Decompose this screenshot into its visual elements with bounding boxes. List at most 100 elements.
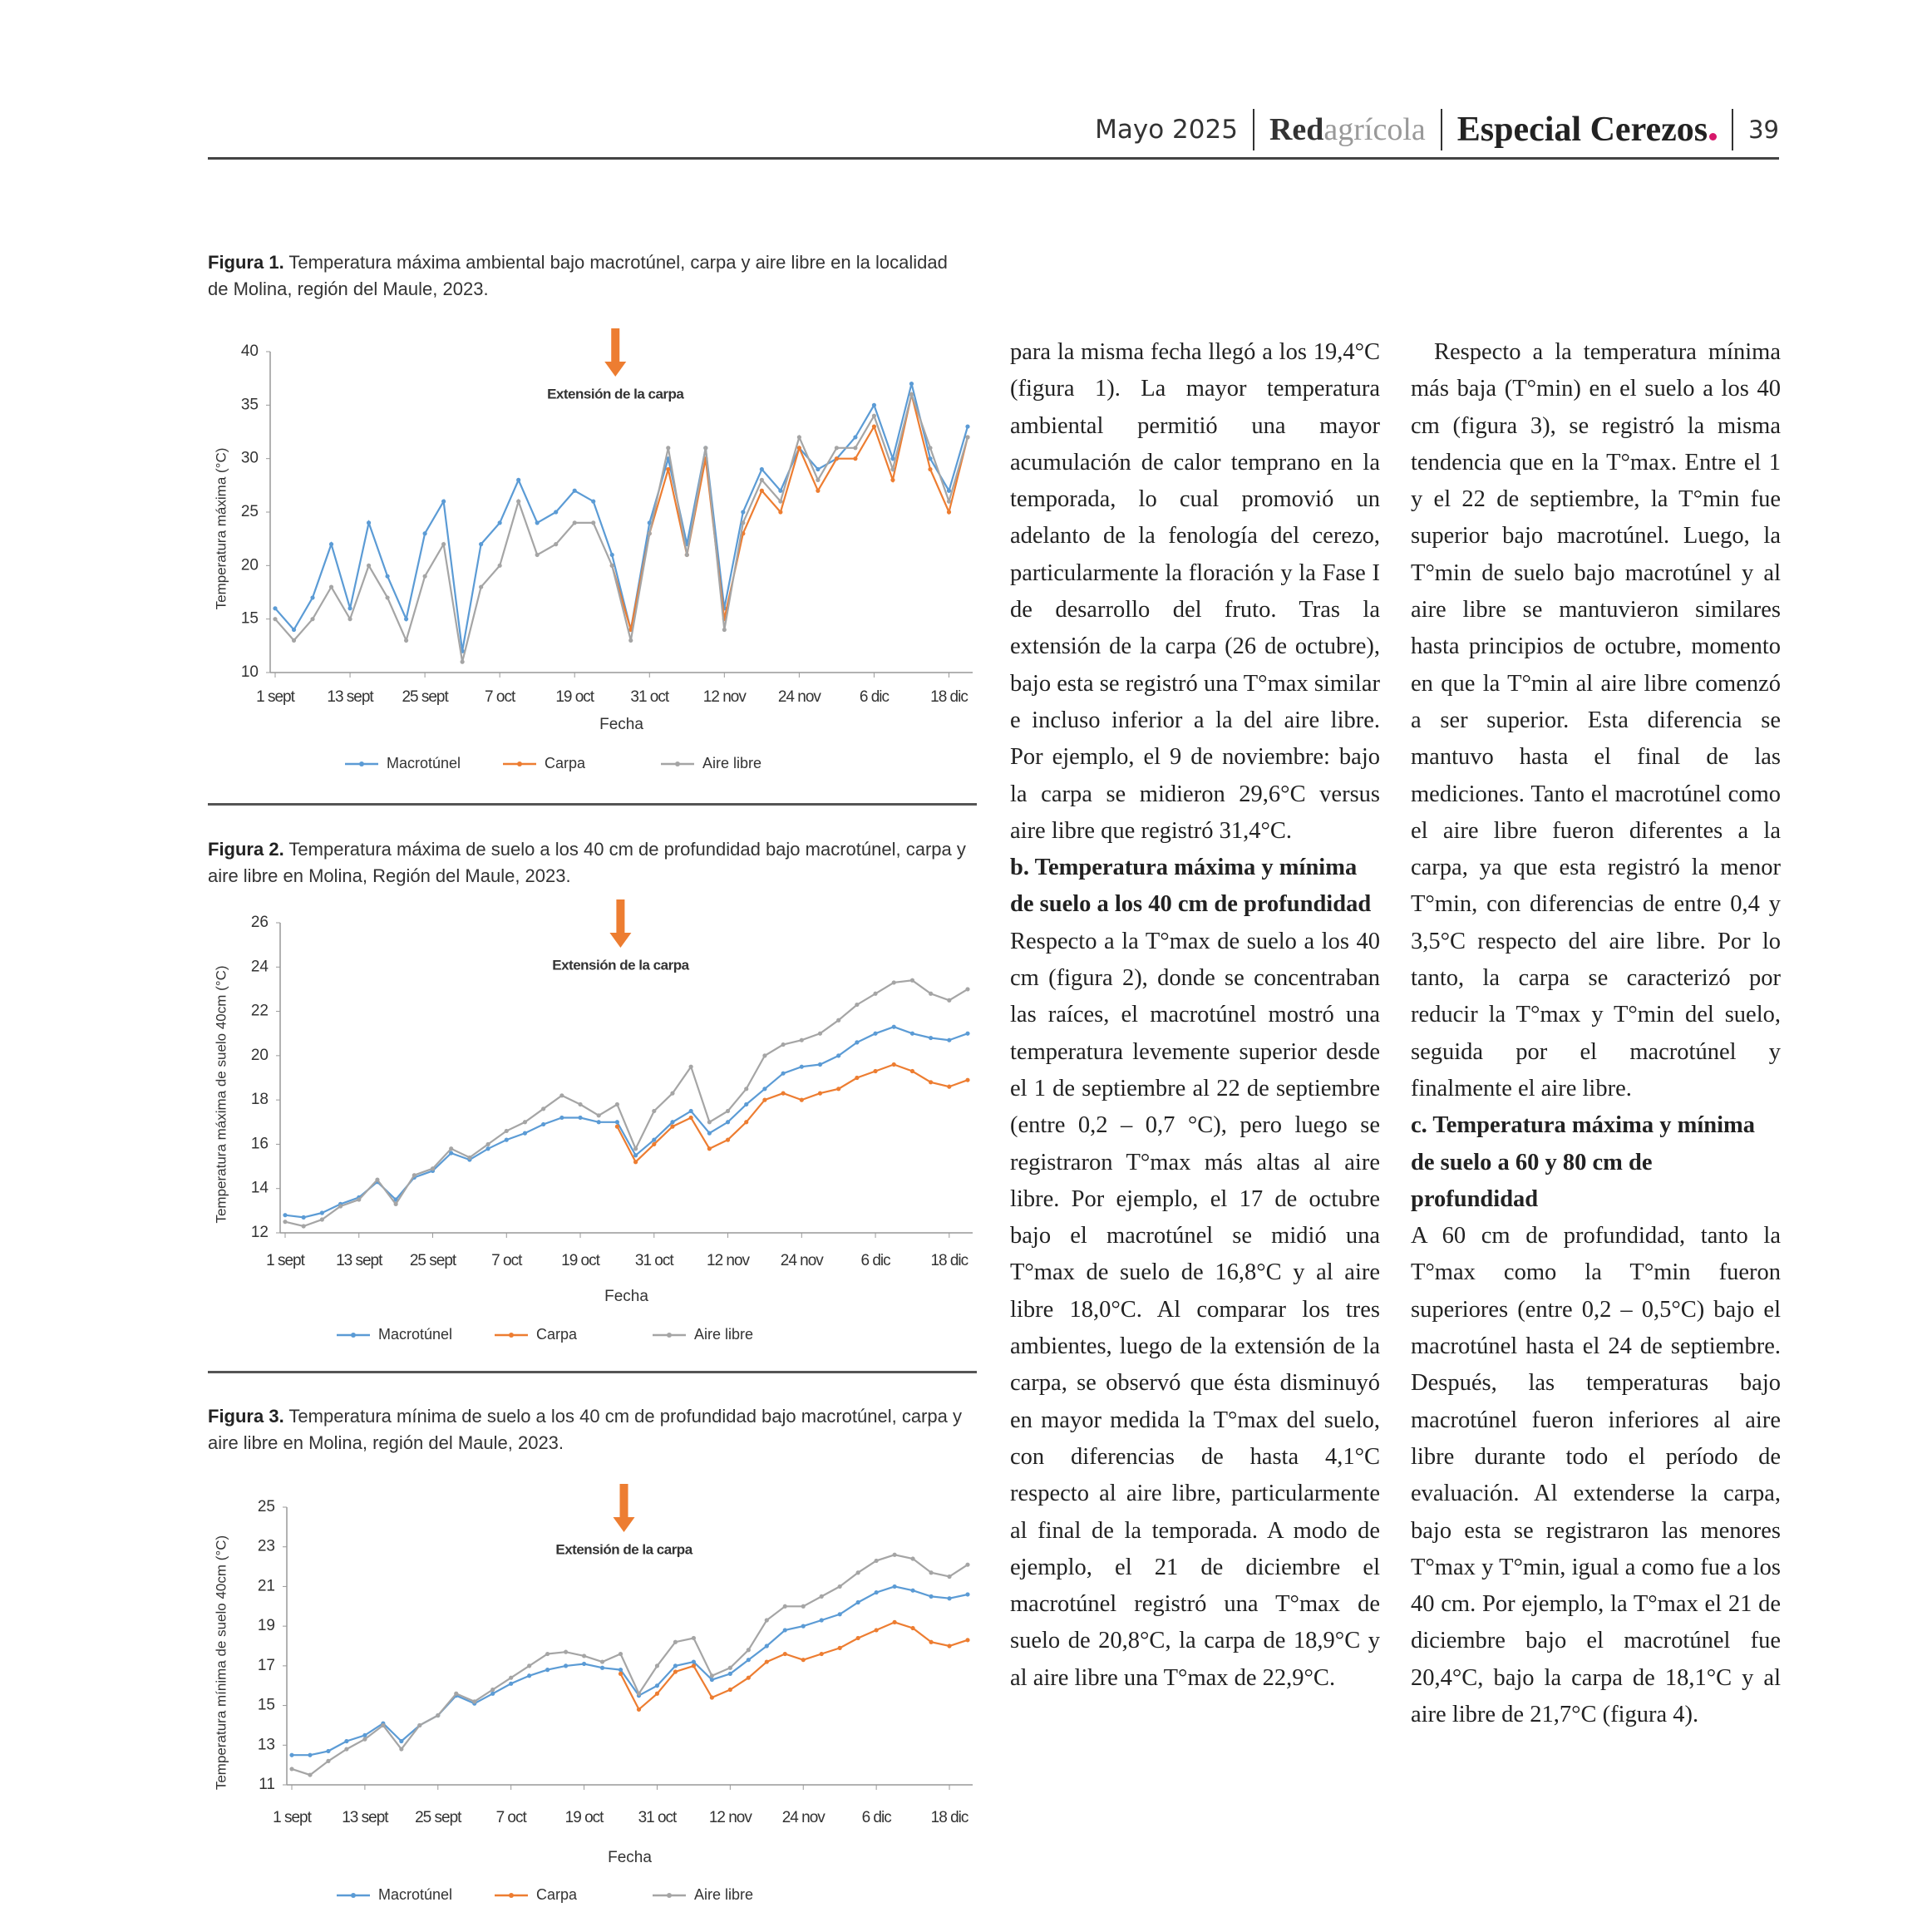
- x-tick-label: 18 dic: [930, 688, 968, 706]
- data-point: [319, 1217, 324, 1222]
- data-point: [764, 1659, 769, 1664]
- y-tick-label: 23: [258, 1538, 275, 1555]
- annotation-arrow: [616, 899, 625, 934]
- annotation: Extensión de la carpa: [552, 957, 689, 973]
- data-point: [527, 1663, 532, 1668]
- legend-marker: [517, 761, 522, 766]
- y-tick-label: 21: [258, 1577, 275, 1594]
- legend-label: Aire libre: [694, 1326, 753, 1343]
- data-point: [628, 638, 633, 643]
- data-point: [289, 1767, 294, 1772]
- y-axis-title: Temperatura mínima de suelo 40cm (°C): [213, 1535, 229, 1790]
- chart: 10 15 20 25 30 35 40 1 sept 13 sept 25 sept 7 oct 1…: [213, 328, 973, 771]
- data-point: [782, 1604, 787, 1609]
- data-point: [412, 1173, 416, 1178]
- annotation-arrow: [613, 1517, 635, 1532]
- x-tick-label: 12 nov: [703, 688, 747, 706]
- data-point: [744, 1087, 749, 1092]
- data-point: [509, 1681, 514, 1686]
- data-point: [688, 1108, 693, 1114]
- data-point: [909, 1031, 915, 1036]
- data-point: [873, 1068, 878, 1074]
- y-tick-label: 15: [258, 1697, 275, 1714]
- data-point: [633, 1146, 638, 1151]
- x-tick-label: 7 oct: [496, 1809, 528, 1826]
- legend-marker: [667, 1333, 672, 1338]
- data-point: [891, 980, 896, 985]
- data-point: [816, 488, 821, 493]
- data-point: [910, 1556, 915, 1561]
- data-point: [816, 466, 821, 472]
- data-point: [652, 1137, 657, 1142]
- x-tick-label: 31 oct: [638, 1809, 678, 1826]
- legend-marker: [351, 1333, 356, 1338]
- x-tick-label: 7 oct: [485, 688, 516, 706]
- data-point: [965, 424, 970, 429]
- data-point: [504, 1137, 509, 1142]
- data-point: [837, 1584, 842, 1589]
- data-point: [436, 1713, 441, 1718]
- data-point: [670, 1124, 675, 1129]
- data-point: [965, 987, 970, 992]
- data-point: [399, 1747, 404, 1752]
- legend-label: Aire libre: [694, 1886, 753, 1903]
- header-rule: [208, 157, 1779, 160]
- data-point: [928, 456, 933, 461]
- data-point: [778, 499, 783, 504]
- x-tick-label: 25 sept: [415, 1809, 462, 1826]
- annotation: Extensión de la carpa: [555, 1541, 692, 1557]
- data-point: [762, 1097, 767, 1102]
- data-point: [328, 584, 334, 589]
- data-point: [362, 1732, 367, 1737]
- data-point: [891, 1024, 896, 1029]
- legend-label: Macrotúnel: [378, 1326, 452, 1343]
- data-point: [609, 552, 614, 558]
- data-point: [485, 1146, 490, 1151]
- data-point: [485, 1141, 490, 1147]
- data-point: [326, 1758, 331, 1763]
- data-point: [929, 1570, 934, 1575]
- data-point: [636, 1691, 642, 1696]
- data-point: [344, 1738, 349, 1744]
- y-tick-label: 25: [241, 503, 259, 520]
- y-tick-label: 40: [241, 343, 259, 360]
- y-tick-label: 14: [251, 1180, 269, 1197]
- figure-caption: Figura 2. Temperatura máxima de suelo a …: [208, 836, 973, 890]
- x-tick-label: 1 sept: [256, 688, 295, 706]
- data-point: [338, 1204, 343, 1209]
- data-point: [670, 1120, 675, 1125]
- data-point: [762, 1053, 767, 1058]
- x-tick-label: 19 oct: [561, 1252, 600, 1269]
- data-point: [892, 1584, 897, 1589]
- data-point: [836, 1053, 841, 1058]
- data-point: [449, 1146, 454, 1151]
- data-point: [947, 1644, 952, 1648]
- data-point: [441, 542, 446, 547]
- data-point: [581, 1653, 587, 1658]
- data-point: [746, 1648, 751, 1653]
- data-point: [541, 1121, 546, 1127]
- data-point: [725, 1137, 731, 1142]
- y-tick-label: 26: [251, 914, 269, 931]
- x-tick-label: 12 nov: [709, 1809, 753, 1826]
- x-tick-label: 19 oct: [565, 1809, 604, 1826]
- brand-dot: [1709, 133, 1718, 140]
- data-point: [310, 617, 315, 622]
- data-point: [504, 1128, 509, 1134]
- data-point: [781, 1042, 786, 1047]
- data-point: [516, 499, 521, 504]
- data-point: [633, 1160, 638, 1165]
- y-tick-label: 10: [241, 663, 259, 681]
- data-point: [578, 1101, 583, 1107]
- data-point: [301, 1224, 306, 1229]
- data-point: [599, 1665, 605, 1670]
- data-point: [375, 1177, 380, 1182]
- y-tick-label: 17: [258, 1657, 275, 1674]
- data-point: [301, 1215, 306, 1220]
- data-point: [666, 446, 671, 451]
- figure-label: Figura 2.: [208, 839, 284, 860]
- data-point: [799, 1037, 804, 1042]
- data-point: [385, 574, 390, 579]
- data-point: [947, 998, 952, 1003]
- data-point: [801, 1624, 806, 1629]
